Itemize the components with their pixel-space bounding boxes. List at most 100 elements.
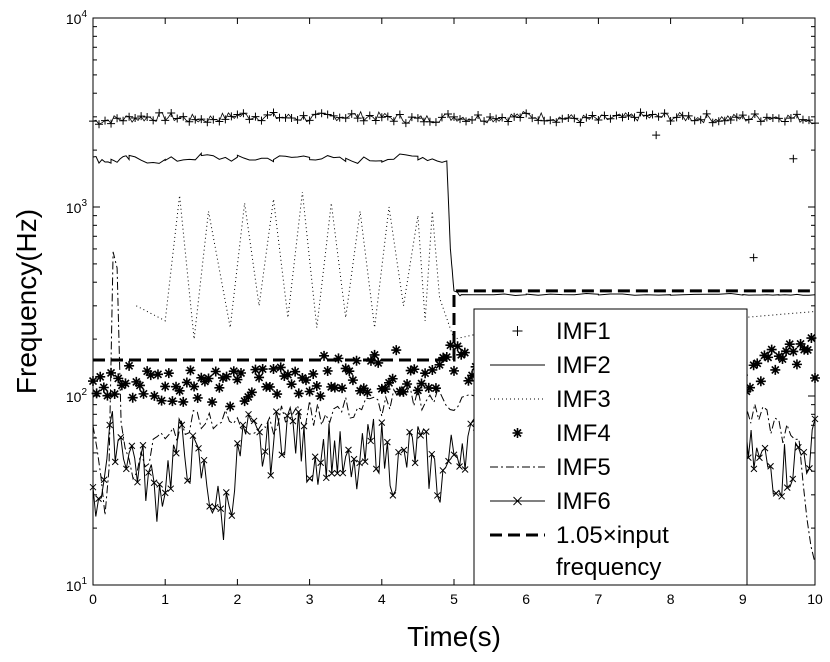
imf6-point xyxy=(234,440,241,447)
imf6-point xyxy=(761,444,769,452)
y-tick-exponent: 1 xyxy=(81,576,87,587)
imf6-point xyxy=(272,408,280,415)
imf4-point xyxy=(239,396,250,407)
imf1-point xyxy=(732,113,741,122)
imf4-point xyxy=(412,385,423,396)
imf4-point xyxy=(196,372,207,383)
series-1-05-input-frequency xyxy=(93,289,815,362)
imf6-point xyxy=(306,475,313,482)
imf6-point xyxy=(239,421,247,429)
imf6-point xyxy=(134,478,141,486)
imf1-point xyxy=(335,113,344,122)
imf1-point xyxy=(540,116,549,125)
imf4-point xyxy=(109,389,120,400)
imf4-point xyxy=(185,365,196,376)
series-imf5 xyxy=(92,251,816,564)
imf6-point xyxy=(456,463,463,470)
imf1-point xyxy=(516,113,525,122)
imf1-point xyxy=(431,118,440,127)
legend-label: IMF6 xyxy=(556,488,611,515)
imf1-point xyxy=(630,113,639,122)
imf6-point xyxy=(206,503,213,510)
x-tick-label: 1 xyxy=(161,591,169,607)
imf4-point xyxy=(344,366,355,377)
imf1-point xyxy=(450,112,458,121)
imf1-point xyxy=(149,116,158,125)
imf6-point xyxy=(367,437,375,445)
legend-label: IMF2 xyxy=(556,352,611,379)
imf4-point xyxy=(402,379,413,390)
imf4-point xyxy=(178,396,189,407)
imf4-point xyxy=(784,339,795,350)
imf1-point xyxy=(492,114,501,123)
imf4-point xyxy=(387,373,398,384)
imf1-point xyxy=(786,114,795,123)
imf1-point xyxy=(251,112,260,121)
imf4-point xyxy=(95,371,106,382)
legend-label: IMF4 xyxy=(556,420,611,447)
input-frequency-line xyxy=(93,289,815,362)
imf4-point xyxy=(171,381,182,392)
imf4-point xyxy=(145,370,156,381)
imf6-point xyxy=(267,472,275,479)
imf1-point xyxy=(456,115,465,124)
imf6-point xyxy=(195,444,202,452)
imf4-point xyxy=(246,387,257,398)
y-tick-base: 10 xyxy=(66,578,82,594)
imf6-point xyxy=(256,428,263,436)
imf1-point xyxy=(738,111,747,120)
imf4-point xyxy=(373,357,384,368)
imf1-point xyxy=(780,117,789,126)
imf6-point xyxy=(800,448,808,456)
imf4-point xyxy=(791,359,802,370)
imf6-point xyxy=(328,470,336,477)
imf6-point xyxy=(95,495,102,503)
imf4-point xyxy=(409,364,420,375)
imf1-point xyxy=(582,113,591,122)
imf4-point xyxy=(282,369,293,380)
imf1-point xyxy=(203,118,212,127)
imf4-point xyxy=(138,388,149,399)
imf1-point xyxy=(702,109,711,118)
imf4-point xyxy=(149,390,160,401)
imf4-point xyxy=(322,365,333,376)
x-axis-label: Time(s) xyxy=(407,621,501,652)
imf6-point xyxy=(261,448,269,455)
y-tick-exponent: 3 xyxy=(81,198,87,209)
imf4-point xyxy=(456,349,467,360)
imf4-point xyxy=(120,378,131,389)
imf4-point xyxy=(160,381,171,392)
imf1-point xyxy=(401,119,410,128)
legend-label: IMF1 xyxy=(556,318,611,345)
imf1-point xyxy=(167,108,176,117)
imf1-point xyxy=(383,112,392,121)
imf6-point xyxy=(461,466,469,473)
imf4-point xyxy=(254,372,265,383)
imf6-point xyxy=(345,446,352,454)
imf1-point xyxy=(437,113,446,122)
imf1-point xyxy=(652,131,661,140)
imf4-point xyxy=(167,396,178,407)
imf1-point xyxy=(546,116,555,125)
imf6-point xyxy=(111,458,119,466)
imf4-point xyxy=(777,354,788,365)
imf1-point xyxy=(119,116,128,125)
imf4-point xyxy=(315,391,326,402)
imf1-point xyxy=(648,110,657,119)
imf1-point xyxy=(359,116,368,125)
imf4-point xyxy=(181,377,192,388)
imf4-point xyxy=(430,383,441,394)
imf6-point xyxy=(295,408,302,416)
imf6-point xyxy=(122,465,130,473)
imf3-line xyxy=(136,191,816,340)
legend-item-imf4: IMF4 xyxy=(512,420,611,447)
imf1-point xyxy=(660,109,669,118)
imf4-point xyxy=(272,389,283,400)
imf6-point xyxy=(750,465,758,473)
imf6-point xyxy=(117,433,125,441)
imf4-point xyxy=(207,397,218,408)
imf1-point xyxy=(293,115,302,124)
imf4-point xyxy=(152,369,163,380)
imf4-point xyxy=(459,347,470,358)
